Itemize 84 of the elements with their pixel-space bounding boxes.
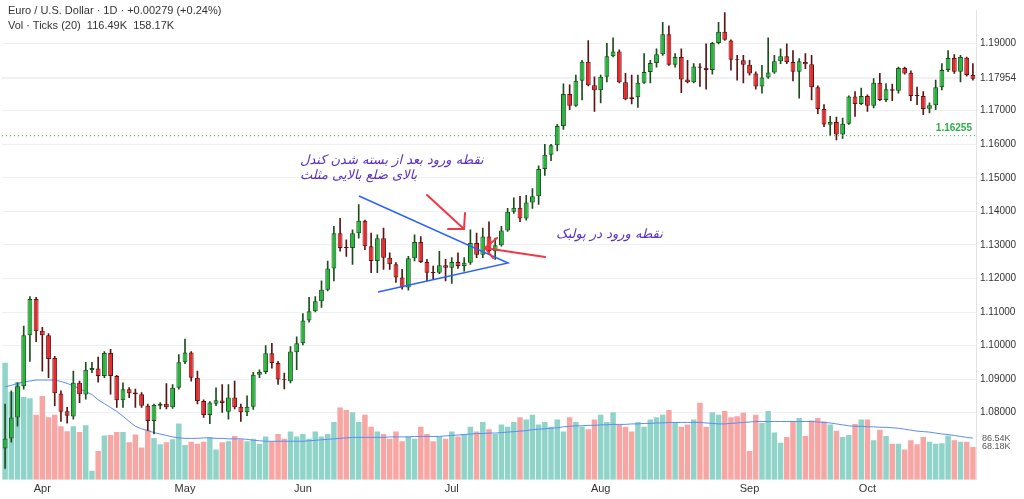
candlestick: [561, 83, 566, 130]
bar: [796, 418, 802, 480]
bar: [852, 423, 858, 480]
ref-line-label: 1.16255: [935, 122, 973, 134]
bar: [70, 426, 77, 480]
bar: [219, 442, 225, 480]
candlestick: [778, 48, 783, 65]
bar: [870, 440, 877, 480]
y2-tick-label: 68.18K: [982, 441, 1011, 452]
chart-title: Euro / U.S. Dollar · 1D · +0.00279 (+0.24%): [8, 4, 222, 16]
candlestick: [716, 22, 721, 45]
bar: [163, 442, 170, 480]
candlestick: [226, 384, 231, 420]
candlestick: [213, 387, 219, 406]
bar: [486, 429, 492, 480]
bar: [833, 430, 840, 480]
x-tick-label: Aug: [590, 482, 611, 495]
bar: [120, 432, 126, 480]
candlestick: [809, 54, 815, 101]
bar: [666, 409, 672, 480]
candlestick: [685, 60, 690, 84]
candlestick: [747, 60, 752, 76]
candlestick: [970, 63, 976, 81]
y-tick-label: 1.17000: [980, 104, 1017, 116]
candlestick: [927, 102, 932, 114]
y-tick-label: 1.13000: [980, 238, 1017, 250]
candlestick: [765, 37, 771, 79]
bar: [480, 421, 486, 480]
y-tick-label: 1.15000: [980, 171, 1017, 183]
candlestick: [350, 229, 355, 265]
x-tick-label: Jul: [444, 482, 459, 495]
candlestick: [958, 54, 963, 83]
x-tick-label: Sep: [739, 482, 760, 495]
candlestick: [827, 116, 833, 136]
y2-tick-label: 86.54K: [982, 432, 1011, 443]
candlestick: [796, 58, 802, 99]
bar: [76, 432, 83, 480]
candlestick: [139, 392, 145, 408]
y-tick-label: 1.16000: [980, 137, 1017, 149]
annotation: نقطه ورود بعد از بسته شدن کندل بالای ضلع بالایی مثلث: [300, 152, 484, 182]
candlestick: [288, 346, 293, 384]
candlestick: [592, 76, 597, 112]
candlestick: [381, 227, 386, 270]
candlestick: [412, 234, 417, 262]
candlestick: [623, 73, 628, 101]
bar: [951, 440, 958, 480]
y-tick-label: 1.14000: [980, 205, 1017, 217]
y-tick-label: 1.11000: [980, 305, 1016, 317]
bar: [877, 429, 883, 480]
bar: [449, 431, 455, 480]
x-tick-label: Oct: [858, 482, 876, 495]
y-tick-label: 1.17954: [980, 72, 1017, 84]
candlestick: [257, 369, 262, 379]
candlestick: [498, 226, 504, 247]
bar: [672, 421, 678, 480]
y-tick-label: 1.19000: [980, 37, 1017, 49]
bar: [455, 436, 461, 480]
bar: [101, 435, 108, 480]
bar: [95, 450, 101, 480]
y-tick-label: 1.10000: [980, 339, 1017, 351]
x-tick-label: Apr: [33, 482, 52, 495]
y-tick-label: 1.09000: [980, 372, 1017, 384]
candlestick: [443, 259, 448, 282]
bar: [225, 441, 232, 480]
x-tick-label: May: [174, 482, 196, 495]
bar: [827, 424, 833, 480]
annotation: نقطه ورود در پولبک: [556, 226, 663, 241]
candlestick: [654, 48, 659, 68]
bar: [517, 417, 523, 480]
bar: [883, 435, 889, 480]
candlestick: [834, 116, 839, 141]
candlestick: [77, 380, 82, 403]
text: Vol · Ticks (20) 116.49K 158.17K: [8, 19, 176, 31]
candlestick: [530, 188, 535, 209]
candlestick: [319, 280, 324, 308]
y-tick-label: 1.12000: [980, 272, 1017, 284]
candlestick: [108, 348, 113, 395]
y-tick-label: 1.08000: [980, 406, 1017, 418]
candlestick: [896, 66, 901, 94]
candlestick: [865, 94, 870, 112]
candlestick: [46, 333, 51, 379]
x-tick-label: Jun: [294, 482, 312, 495]
candlestick: [195, 370, 200, 405]
candlestick: [449, 257, 455, 284]
